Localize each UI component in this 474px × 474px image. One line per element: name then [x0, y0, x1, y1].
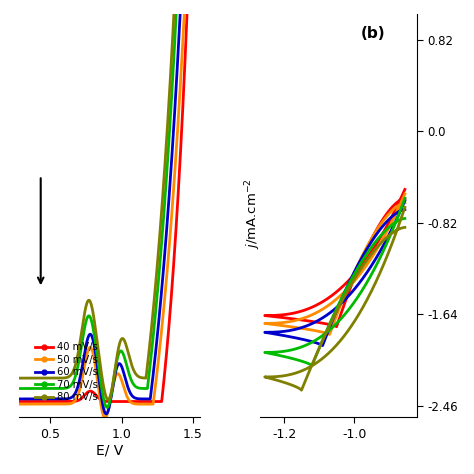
Legend: 40 mV/s, 50 mV/s, 60 mV/s, 70 mV/s, 80 mV/s: 40 mV/s, 50 mV/s, 60 mV/s, 70 mV/s, 80 m… — [33, 340, 100, 404]
Text: $j$/mA.cm$^{-2}$: $j$/mA.cm$^{-2}$ — [244, 178, 264, 249]
X-axis label: E/ V: E/ V — [96, 443, 123, 457]
Text: (b): (b) — [361, 27, 385, 41]
